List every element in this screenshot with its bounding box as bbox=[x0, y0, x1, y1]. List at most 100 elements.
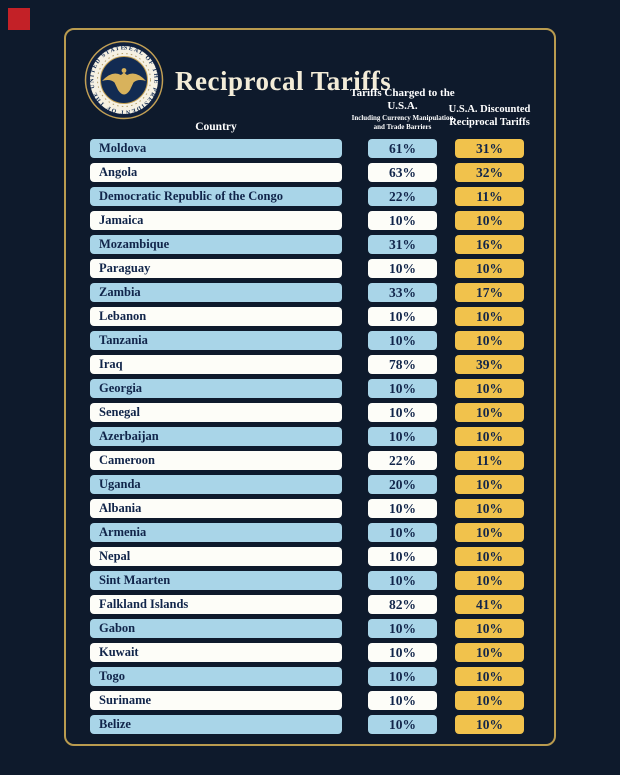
charged-tariff-cell: 10% bbox=[368, 643, 437, 662]
discounted-tariff-cell: 10% bbox=[455, 403, 524, 422]
discounted-value: 10% bbox=[476, 476, 503, 492]
table-rows: Moldova 61% 31% Angola 63% 32% Democrati… bbox=[90, 139, 524, 734]
table-row: Senegal 10% 10% bbox=[90, 403, 524, 422]
discounted-tariff-cell: 10% bbox=[455, 427, 524, 446]
country-cell: Senegal bbox=[90, 403, 342, 422]
country-cell: Georgia bbox=[90, 379, 342, 398]
country-label: Falkland Islands bbox=[99, 597, 189, 611]
country-label: Azerbaijan bbox=[99, 429, 159, 443]
charged-value: 78% bbox=[389, 356, 416, 372]
discounted-value: 10% bbox=[476, 212, 503, 228]
table-row: Georgia 10% 10% bbox=[90, 379, 524, 398]
charged-value: 10% bbox=[389, 716, 416, 732]
country-label: Kuwait bbox=[99, 645, 139, 659]
discounted-tariff-cell: 10% bbox=[455, 379, 524, 398]
discounted-value: 10% bbox=[476, 668, 503, 684]
charged-tariff-cell: 10% bbox=[368, 427, 437, 446]
country-cell: Iraq bbox=[90, 355, 342, 374]
charged-value: 33% bbox=[389, 284, 416, 300]
country-label: Moldova bbox=[99, 141, 147, 155]
table-row: Lebanon 10% 10% bbox=[90, 307, 524, 326]
charged-value: 10% bbox=[389, 380, 416, 396]
discounted-tariff-cell: 10% bbox=[455, 619, 524, 638]
charged-tariff-cell: 10% bbox=[368, 259, 437, 278]
country-label: Tanzania bbox=[99, 333, 148, 347]
discounted-value: 10% bbox=[476, 260, 503, 276]
discounted-value: 32% bbox=[476, 164, 503, 180]
discounted-value: 10% bbox=[476, 428, 503, 444]
charged-tariff-cell: 22% bbox=[368, 451, 437, 470]
corner-red-marker bbox=[8, 8, 30, 30]
charged-value: 63% bbox=[389, 164, 416, 180]
country-label: Armenia bbox=[99, 525, 147, 539]
table-row: Albania 10% 10% bbox=[90, 499, 524, 518]
charged-value: 22% bbox=[389, 452, 416, 468]
discounted-tariff-cell: 10% bbox=[455, 523, 524, 542]
column-header-charged: Tariffs Charged to the U.S.A. Including … bbox=[350, 87, 455, 132]
discounted-tariff-cell: 10% bbox=[455, 331, 524, 350]
country-cell: Kuwait bbox=[90, 643, 342, 662]
charged-tariff-cell: 10% bbox=[368, 571, 437, 590]
charged-tariff-cell: 10% bbox=[368, 715, 437, 734]
table-row: Armenia 10% 10% bbox=[90, 523, 524, 542]
discounted-value: 10% bbox=[476, 332, 503, 348]
charged-value: 82% bbox=[389, 596, 416, 612]
charged-tariff-cell: 10% bbox=[368, 523, 437, 542]
charged-value: 10% bbox=[389, 548, 416, 564]
discounted-value: 16% bbox=[476, 236, 503, 252]
charged-tariff-cell: 22% bbox=[368, 187, 437, 206]
discounted-tariff-cell: 10% bbox=[455, 643, 524, 662]
charged-value: 22% bbox=[389, 188, 416, 204]
country-label: Togo bbox=[99, 669, 125, 683]
table-row: Suriname 10% 10% bbox=[90, 691, 524, 710]
charged-value: 10% bbox=[389, 572, 416, 588]
charged-value: 31% bbox=[389, 236, 416, 252]
table-row: Mozambique 31% 16% bbox=[90, 235, 524, 254]
country-cell: Lebanon bbox=[90, 307, 342, 326]
charged-tariff-cell: 10% bbox=[368, 619, 437, 638]
charged-value: 10% bbox=[389, 212, 416, 228]
country-label: Angola bbox=[99, 165, 138, 179]
country-cell: Democratic Republic of the Congo bbox=[90, 187, 342, 206]
country-label: Uganda bbox=[99, 477, 141, 491]
table-row: Iraq 78% 39% bbox=[90, 355, 524, 374]
country-cell: Togo bbox=[90, 667, 342, 686]
column-header-country: Country bbox=[195, 121, 237, 133]
charged-value: 61% bbox=[389, 140, 416, 156]
table-row: Falkland Islands 82% 41% bbox=[90, 595, 524, 614]
country-label: Sint Maarten bbox=[99, 573, 171, 587]
country-label: Georgia bbox=[99, 381, 143, 395]
country-label: Paraguay bbox=[99, 261, 151, 275]
country-label: Jamaica bbox=[99, 213, 144, 227]
charged-tariff-cell: 10% bbox=[368, 499, 437, 518]
country-cell: Gabon bbox=[90, 619, 342, 638]
discounted-tariff-cell: 17% bbox=[455, 283, 524, 302]
table-row: Azerbaijan 10% 10% bbox=[90, 427, 524, 446]
column-header-discounted: U.S.A. Discounted Reciprocal Tariffs bbox=[448, 104, 531, 129]
discounted-tariff-cell: 10% bbox=[455, 715, 524, 734]
charged-value: 10% bbox=[389, 500, 416, 516]
discounted-value: 10% bbox=[476, 572, 503, 588]
country-cell: Uganda bbox=[90, 475, 342, 494]
discounted-tariff-cell: 31% bbox=[455, 139, 524, 158]
charged-tariff-cell: 33% bbox=[368, 283, 437, 302]
country-cell: Tanzania bbox=[90, 331, 342, 350]
page-title: Reciprocal Tariffs bbox=[175, 66, 392, 96]
country-cell: Mozambique bbox=[90, 235, 342, 254]
country-cell: Angola bbox=[90, 163, 342, 182]
charged-tariff-cell: 10% bbox=[368, 307, 437, 326]
charged-value: 10% bbox=[389, 668, 416, 684]
table-row: Togo 10% 10% bbox=[90, 667, 524, 686]
discounted-value: 10% bbox=[476, 620, 503, 636]
table-row: Paraguay 10% 10% bbox=[90, 259, 524, 278]
table-row: Moldova 61% 31% bbox=[90, 139, 524, 158]
discounted-value: 10% bbox=[476, 644, 503, 660]
table-row: Gabon 10% 10% bbox=[90, 619, 524, 638]
country-cell: Belize bbox=[90, 715, 342, 734]
table-row: Zambia 33% 17% bbox=[90, 283, 524, 302]
charged-tariff-cell: 10% bbox=[368, 667, 437, 686]
discounted-tariff-cell: 10% bbox=[455, 691, 524, 710]
discounted-tariff-cell: 32% bbox=[455, 163, 524, 182]
country-cell: Paraguay bbox=[90, 259, 342, 278]
